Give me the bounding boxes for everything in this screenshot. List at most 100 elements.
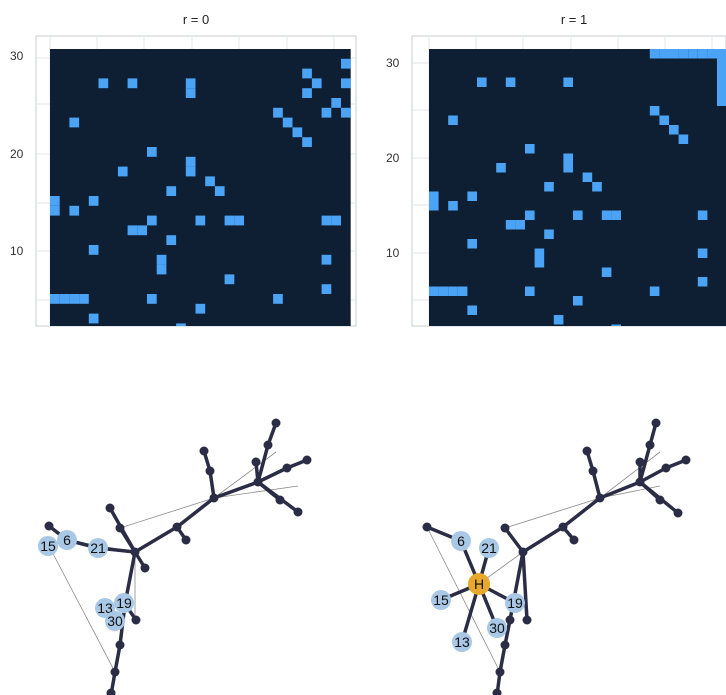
- matrix-cell: [553, 315, 564, 325]
- node-hub: H: [468, 573, 490, 595]
- tick-10-r1: 10: [386, 246, 400, 260]
- node-6: 6: [451, 531, 471, 551]
- matrix-cell: [156, 254, 167, 265]
- matrix-cell: [659, 49, 669, 59]
- matrix-cell: [534, 258, 545, 268]
- tick-30-r1: 30: [386, 56, 400, 70]
- matrix-cell: [224, 274, 235, 285]
- svg-text:30: 30: [489, 620, 505, 636]
- matrix-cell: [69, 117, 80, 128]
- graph-r0: 15 6 21 19 13 30: [38, 418, 312, 695]
- matrix-cell: [697, 210, 708, 220]
- node-15: 15: [431, 590, 451, 610]
- matrix-cell: [467, 305, 477, 315]
- matrix-cell: [185, 166, 196, 177]
- matrix-cell: [429, 191, 439, 201]
- svg-text:21: 21: [90, 540, 106, 556]
- matrix-cell: [573, 296, 583, 306]
- matrix-cell: [649, 49, 660, 59]
- node-19: 19: [114, 593, 134, 613]
- matrix-cell: [185, 88, 196, 98]
- matrix-cell: [156, 264, 167, 275]
- matrix-cell: [195, 303, 206, 314]
- matrix-cell: [59, 294, 70, 304]
- matrix-cell: [477, 77, 487, 87]
- graph-r1: H 6 21 15 19 30 13: [422, 418, 691, 695]
- matrix-cell: [573, 210, 583, 220]
- node-30: 30: [487, 618, 507, 638]
- matrix-cell: [525, 210, 535, 220]
- panel-title-r0: r = 0: [183, 12, 209, 27]
- matrix-cell: [282, 117, 293, 128]
- matrix-cell: [214, 186, 225, 196]
- svg-text:19: 19: [507, 595, 523, 611]
- matrix-cell: [224, 215, 235, 226]
- matrix-cell: [678, 134, 689, 144]
- matrix-background: [429, 49, 726, 326]
- matrix-cell: [688, 49, 698, 59]
- svg-text:15: 15: [40, 538, 56, 554]
- matrix-cell: [50, 196, 60, 206]
- matrix-cell: [321, 107, 332, 118]
- matrix-cell: [273, 294, 283, 304]
- svg-text:13: 13: [454, 634, 470, 650]
- matrix-cell: [467, 191, 477, 201]
- matrix-cell: [649, 286, 660, 296]
- matrix-cell: [79, 294, 89, 304]
- tick-30-r0: 30: [10, 49, 24, 63]
- svg-text:H: H: [474, 576, 484, 592]
- matrix-cell: [166, 186, 177, 196]
- matrix-cell: [69, 294, 80, 304]
- matrix-cell: [166, 235, 177, 245]
- tick-10-r0: 10: [10, 244, 24, 258]
- matrix-cell: [669, 49, 679, 59]
- matrix-cell: [341, 107, 351, 118]
- matrix-cell: [127, 225, 138, 236]
- matrix-cell: [515, 220, 525, 230]
- matrix-cell: [341, 78, 351, 89]
- adjacency-matrix-r0: [35, 35, 357, 327]
- matrix-cell: [429, 201, 439, 211]
- matrix-cell: [147, 147, 157, 157]
- dot-nodes-r0: [44, 418, 312, 695]
- svg-text:6: 6: [457, 533, 465, 549]
- matrix-cell: [88, 313, 99, 324]
- matrix-cell: [88, 245, 99, 255]
- matrix-cell: [331, 215, 341, 226]
- matrix-cell: [601, 210, 612, 220]
- matrix-cell: [717, 87, 726, 97]
- svg-text:6: 6: [63, 532, 71, 548]
- matrix-cell: [88, 196, 99, 206]
- matrix-cell: [234, 215, 244, 226]
- matrix-cell: [669, 125, 679, 135]
- matrix-cell: [147, 294, 157, 304]
- matrix-cell: [117, 166, 128, 177]
- matrix-cell: [717, 49, 726, 59]
- matrix-cell: [697, 248, 708, 258]
- dot-nodes-r1: [422, 418, 691, 695]
- matrix-cell: [697, 49, 708, 59]
- matrix-cell: [717, 77, 726, 87]
- matrix-cell: [185, 156, 196, 167]
- node-21: 21: [479, 538, 499, 558]
- matrix-cell: [429, 286, 439, 296]
- matrix-cell: [147, 215, 157, 226]
- matrix-cell: [321, 215, 332, 226]
- matrix-cell: [544, 182, 554, 192]
- matrix-cell: [311, 78, 322, 89]
- matrix-cell: [448, 201, 458, 211]
- matrix-cell: [50, 205, 60, 216]
- matrix-cell: [321, 284, 332, 294]
- svg-text:19: 19: [116, 595, 132, 611]
- matrix-cell: [717, 58, 726, 68]
- thick-edges-r0: [47, 421, 309, 695]
- node-21: 21: [88, 538, 108, 558]
- matrix-background: [50, 49, 351, 326]
- matrix-cell: [563, 153, 573, 163]
- matrix-cell: [195, 215, 206, 226]
- svg-text:21: 21: [481, 540, 497, 556]
- matrix-cell: [50, 294, 60, 304]
- matrix-cell: [717, 68, 726, 78]
- matrix-cell: [302, 88, 312, 98]
